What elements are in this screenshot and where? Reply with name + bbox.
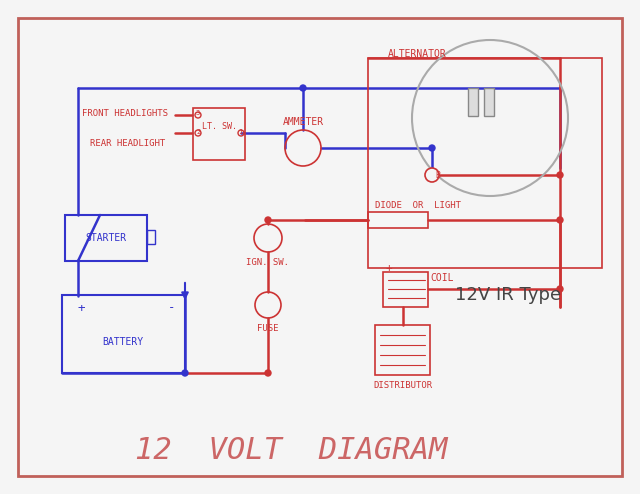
Text: COIL: COIL [430,273,454,283]
Bar [484,88,494,116]
Circle shape [265,370,271,376]
Circle shape [425,168,439,182]
Text: 1: 1 [238,129,243,135]
Text: 12  VOLT  DIAGRAM: 12 VOLT DIAGRAM [135,436,447,464]
Text: B: B [435,170,440,179]
Bar [62,295,185,373]
Text: +: + [78,301,86,315]
Circle shape [557,172,563,178]
Bar [368,58,602,268]
Bar [65,215,147,261]
Bar [375,325,430,375]
Bar [468,88,478,116]
Bar [193,108,245,160]
Text: 12V IR Type: 12V IR Type [455,286,561,304]
Circle shape [557,217,563,223]
Bar [368,212,428,228]
Text: LT. SW.: LT. SW. [202,122,237,130]
Circle shape [429,145,435,151]
Text: 2: 2 [196,129,200,135]
Circle shape [300,85,306,91]
Bar [383,272,428,307]
Circle shape [265,217,271,223]
Circle shape [182,370,188,376]
Text: DISTRIBUTOR: DISTRIBUTOR [373,380,433,389]
Text: IGN. SW.: IGN. SW. [246,257,289,266]
Text: STARTER: STARTER [85,233,127,243]
Text: REAR HEADLIGHT: REAR HEADLIGHT [90,138,165,148]
Text: FRONT HEADLIGHTS: FRONT HEADLIGHTS [82,109,168,118]
Text: DIODE  OR  LIGHT: DIODE OR LIGHT [375,201,461,209]
Text: AMMETER: AMMETER [282,117,324,127]
Text: +: + [386,263,393,273]
Text: 3: 3 [196,110,200,116]
Text: BATTERY: BATTERY [102,337,143,347]
Circle shape [557,286,563,292]
Text: FUSE: FUSE [257,324,279,332]
Text: ALTERNATOR: ALTERNATOR [388,49,447,59]
Text: -: - [168,301,175,315]
Bar [147,230,155,244]
